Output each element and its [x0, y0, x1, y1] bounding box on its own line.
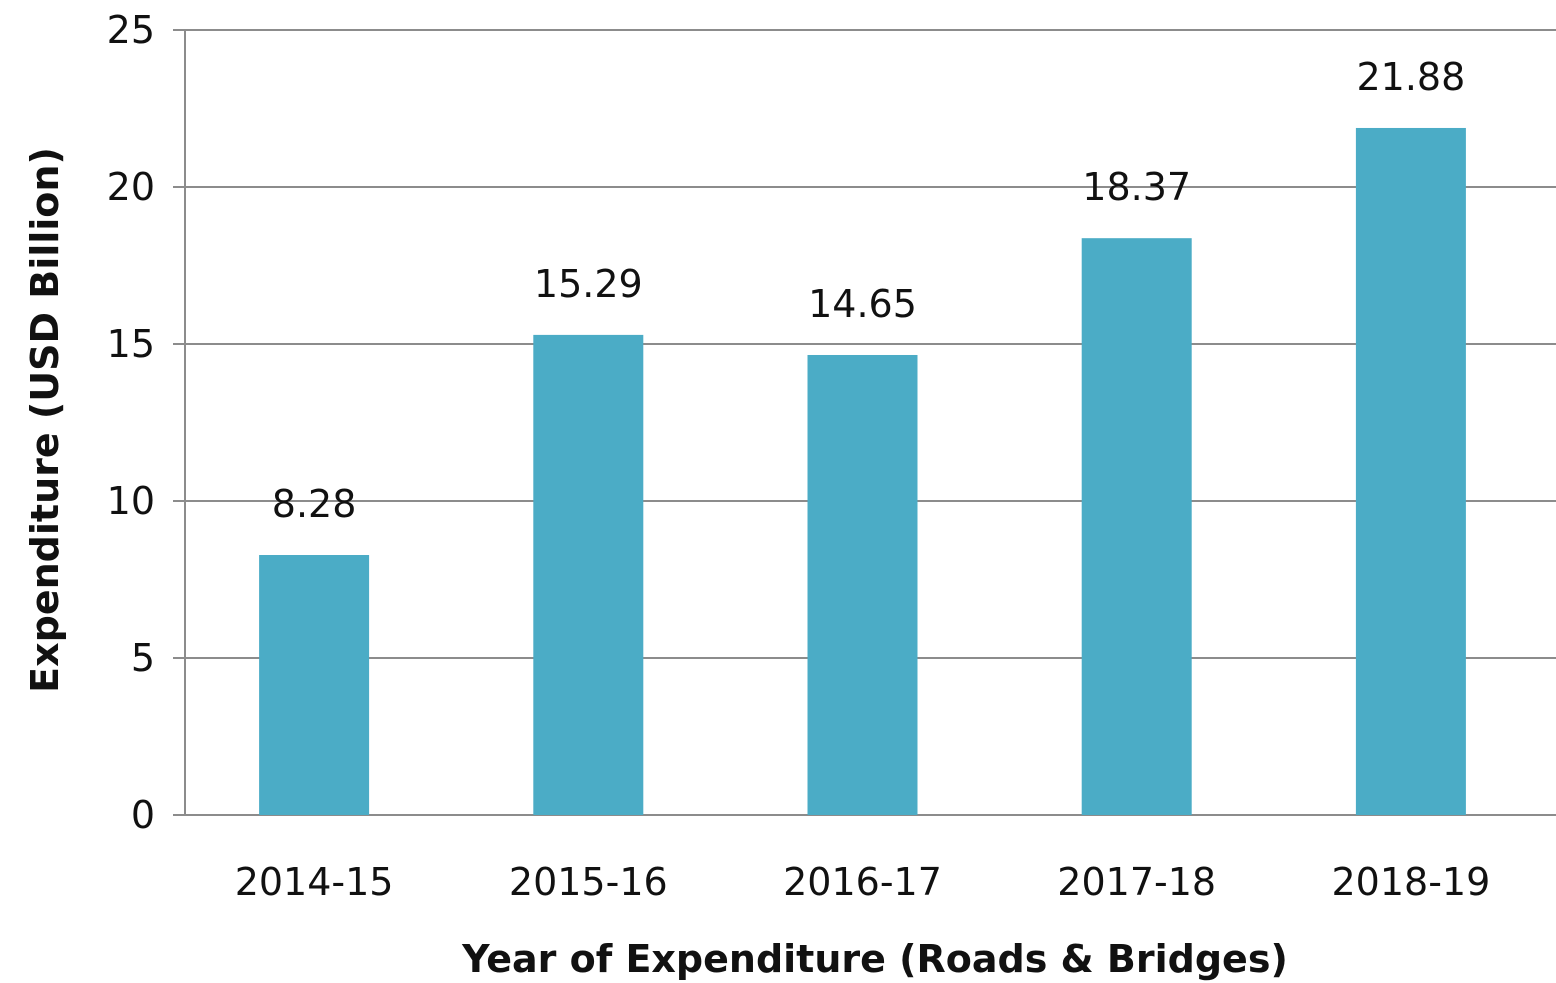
y-tick-label: 20	[107, 165, 155, 209]
y-tick-label: 25	[107, 8, 155, 52]
y-tick-label: 0	[131, 793, 155, 837]
data-label-2016-17: 14.65	[808, 282, 917, 326]
y-tick-label: 5	[131, 636, 155, 680]
x-tick-label-2014-15: 2014-15	[235, 860, 394, 904]
bar-2018-19	[1355, 127, 1466, 815]
x-tick-label-2018-19: 2018-19	[1332, 860, 1491, 904]
data-labels: 8.28 15.29 14.65 18.37 21.88	[272, 55, 1466, 526]
data-label-2018-19: 21.88	[1357, 55, 1466, 99]
data-label-2017-18: 18.37	[1082, 165, 1191, 209]
x-tick-label-2017-18: 2017-18	[1057, 860, 1216, 904]
data-label-2015-16: 15.29	[534, 262, 643, 306]
bar-2017-18	[1081, 238, 1192, 815]
x-axis-tick-labels: 2014-15 2015-16 2016-17 2017-18 2018-19	[235, 860, 1491, 904]
bars	[259, 127, 1466, 815]
x-axis-title: Year of Expenditure (Roads & Bridges)	[461, 937, 1288, 981]
y-tick-label: 15	[107, 322, 155, 366]
y-axis-tick-labels: 0 5 10 15 20 25	[107, 8, 155, 837]
data-label-2014-15: 8.28	[272, 482, 357, 526]
x-tick-label-2016-17: 2016-17	[783, 860, 942, 904]
bar-2014-15	[259, 555, 370, 815]
x-tick-label-2015-16: 2015-16	[509, 860, 668, 904]
y-axis-title: Expenditure (USD Billion)	[23, 147, 67, 693]
bar-2015-16	[533, 334, 644, 815]
y-tick-label: 10	[107, 479, 155, 523]
bar-2016-17	[807, 354, 918, 815]
